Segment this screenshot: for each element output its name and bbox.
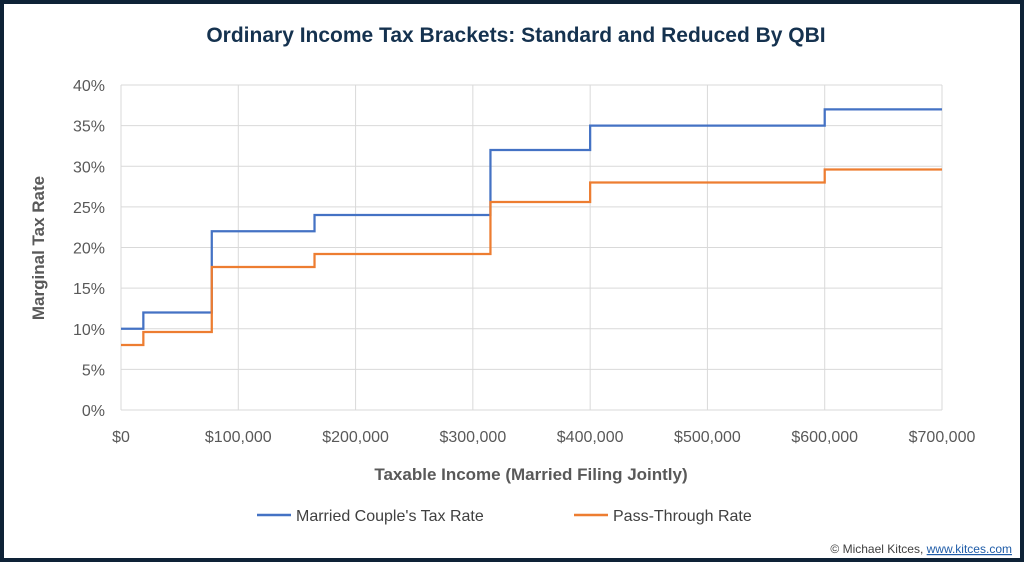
series-line-pass-through	[121, 168, 942, 347]
y-axis-ticks: 0% 5% 10% 15% 20% 25% 30% 35% 40%	[73, 78, 105, 420]
y-tick-label: 5%	[82, 362, 105, 379]
x-axis-title: Taxable Income (Married Filing Jointly)	[374, 465, 687, 484]
legend-label: Married Couple's Tax Rate	[296, 508, 484, 525]
x-tick-label: $600,000	[791, 429, 858, 446]
y-tick-label: 10%	[73, 322, 105, 339]
x-tick-label: $0	[112, 429, 130, 446]
credit-link[interactable]: www.kitces.com	[926, 542, 1012, 556]
x-tick-label: $200,000	[322, 429, 389, 446]
legend-label: Pass-Through Rate	[613, 508, 752, 525]
chart-title: Ordinary Income Tax Brackets: Standard a…	[206, 24, 825, 47]
series-line-married-couple	[121, 108, 942, 330]
y-axis-title: Marginal Tax Rate	[29, 176, 48, 320]
y-tick-label: 15%	[73, 281, 105, 298]
x-tick-label: $700,000	[909, 429, 976, 446]
y-tick-label: 35%	[73, 119, 105, 136]
y-tick-label: 40%	[73, 78, 105, 95]
y-tick-label: 20%	[73, 241, 105, 258]
x-axis-ticks: $0 $100,000 $200,000 $300,000 $400,000 $500,0…	[112, 429, 975, 446]
legend: Married Couple's Tax Rate Pass-Through Ra…	[257, 508, 752, 525]
x-tick-label: $100,000	[205, 429, 272, 446]
chart: Ordinary Income Tax Brackets: Standard a…	[29, 24, 1012, 556]
y-tick-label: 25%	[73, 200, 105, 217]
series-group	[121, 108, 942, 347]
y-tick-label: 0%	[82, 403, 105, 420]
gridlines	[120, 84, 943, 411]
x-tick-label: $400,000	[557, 429, 624, 446]
credit-text: © Michael Kitces,	[830, 542, 926, 556]
x-tick-label: $500,000	[674, 429, 741, 446]
x-tick-label: $300,000	[439, 429, 506, 446]
y-tick-label: 30%	[73, 159, 105, 176]
credit: © Michael Kitces, www.kitces.com	[830, 542, 1012, 556]
